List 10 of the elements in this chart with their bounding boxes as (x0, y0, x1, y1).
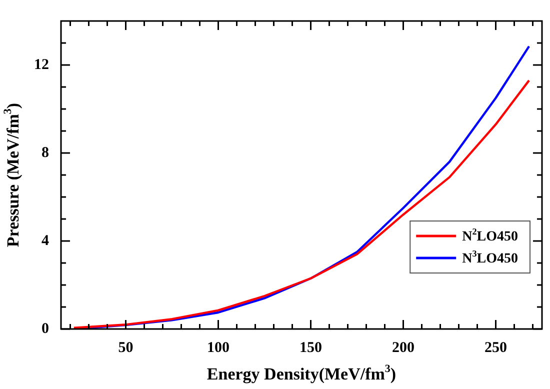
y-tick-label: 4 (42, 232, 50, 249)
y-tick-label: 8 (42, 144, 49, 161)
y-tick-label: 12 (34, 56, 49, 73)
x-tick-label: 100 (207, 340, 230, 356)
x-tick-label: 50 (118, 340, 134, 356)
x-tick-label: 150 (300, 340, 322, 356)
x-tick-label: 200 (392, 340, 414, 356)
x-tick-label: 250 (484, 340, 507, 356)
y-tick-label: 0 (42, 320, 49, 337)
y-axis-title: Pressure (MeV/fm3) (2, 102, 22, 248)
